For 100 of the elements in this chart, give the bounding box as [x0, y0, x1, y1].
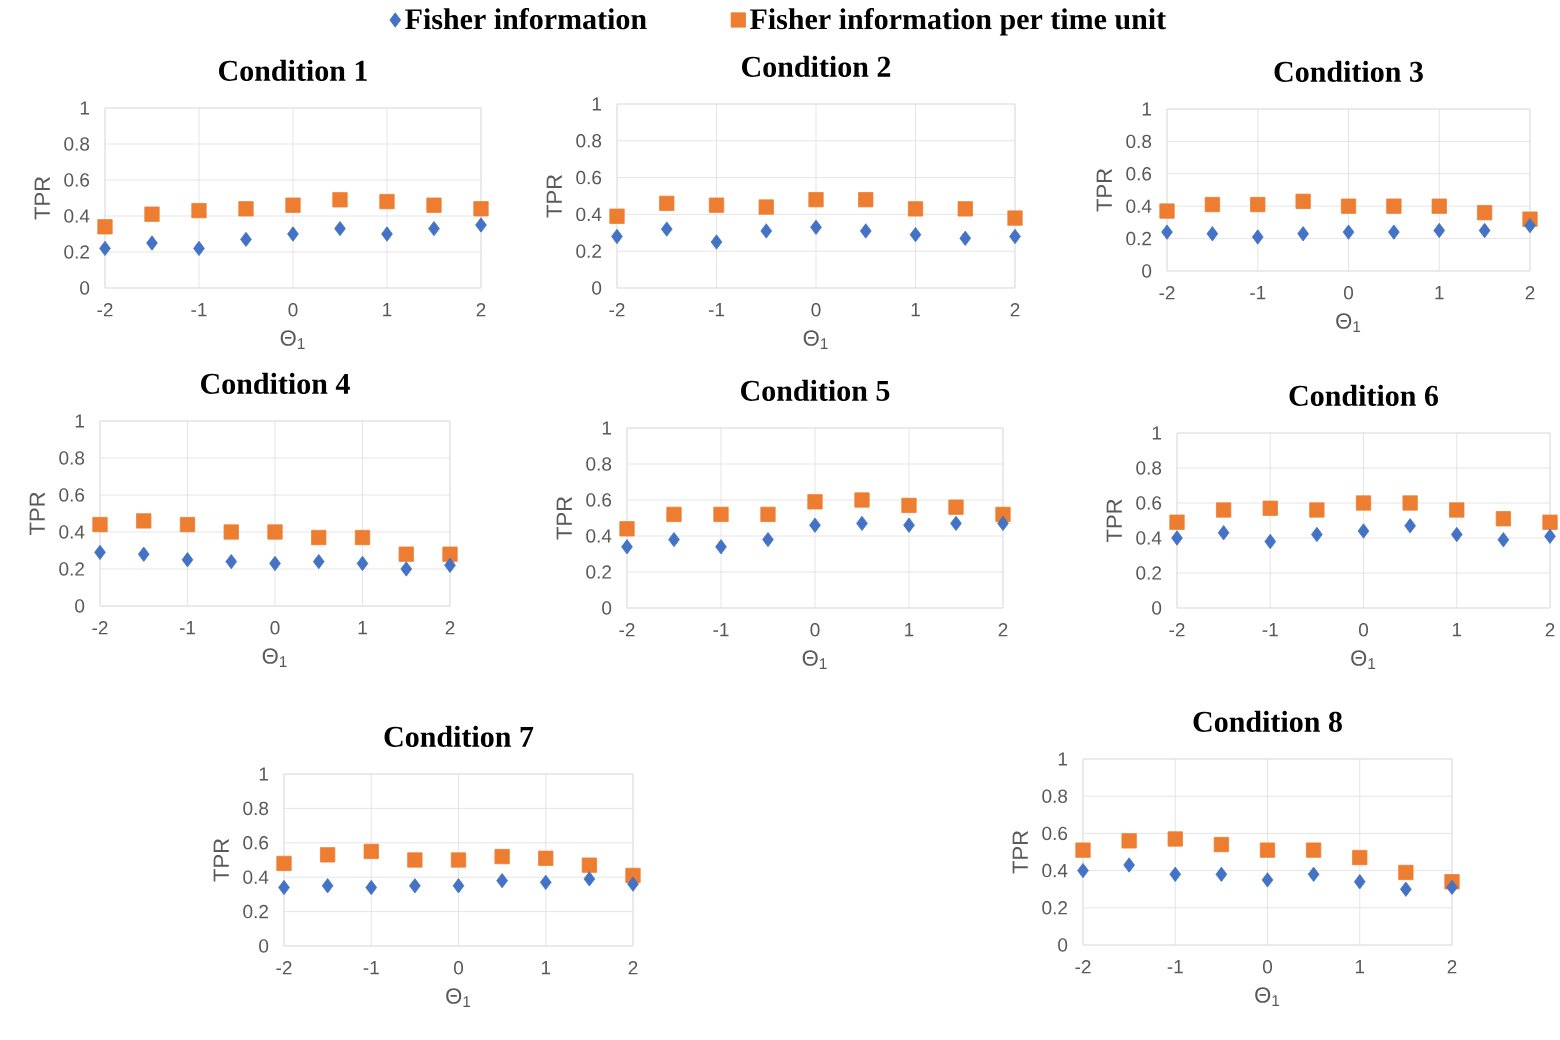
- chart-title: Condition 5: [741, 379, 890, 401]
- x-tick-label: 0: [270, 621, 280, 635]
- y-tick-label: 0.6: [576, 170, 602, 185]
- point: [907, 201, 924, 217]
- point: [1262, 500, 1278, 516]
- y-tick-label: 0.8: [59, 451, 85, 465]
- point: [713, 506, 729, 522]
- point: [621, 539, 633, 555]
- point: [475, 217, 487, 233]
- point: [144, 206, 160, 222]
- y-tick-label: 0: [1058, 938, 1068, 952]
- x-tick-label: -1: [363, 961, 379, 975]
- point: [1264, 533, 1277, 550]
- y-axis-title: TPR: [34, 177, 50, 220]
- point: [1311, 526, 1323, 543]
- x-tick-label: 0: [1262, 960, 1273, 974]
- point: [858, 192, 874, 208]
- y-tick-label: 1: [602, 421, 611, 435]
- point: [619, 521, 635, 537]
- point: [1216, 502, 1232, 518]
- point: [285, 197, 301, 213]
- point: [1388, 224, 1400, 240]
- point: [1404, 518, 1416, 534]
- point: [450, 852, 467, 868]
- chart-title: Condition 2: [742, 55, 891, 77]
- point: [1075, 842, 1091, 858]
- y-tick-label: 0.6: [1136, 496, 1162, 510]
- point: [901, 497, 917, 513]
- point: [312, 554, 325, 570]
- point: [1542, 514, 1558, 530]
- x-tick-label: -1: [713, 623, 729, 637]
- point: [1306, 842, 1322, 858]
- x-tick-label: 1: [1435, 286, 1444, 300]
- chart-title: Condition 6: [1289, 384, 1439, 406]
- point: [1295, 193, 1311, 209]
- x-tick-label: 2: [628, 961, 638, 975]
- x-tick-label: -1: [179, 621, 196, 635]
- point: [1215, 866, 1228, 882]
- x-tick-label: 2: [1010, 303, 1020, 317]
- x-tick-label: 2: [1447, 960, 1457, 974]
- point: [856, 515, 868, 531]
- x-tick-label: 0: [811, 303, 821, 317]
- point: [287, 226, 299, 242]
- point: [1251, 229, 1264, 245]
- point: [957, 201, 973, 217]
- y-tick-label: 0.6: [1126, 167, 1152, 181]
- point: [1204, 196, 1220, 213]
- point: [581, 857, 597, 873]
- x-tick-label: 1: [1452, 623, 1462, 637]
- point: [1524, 218, 1536, 234]
- x-tick-label: -2: [92, 621, 108, 635]
- y-tick-label: 0: [1152, 601, 1162, 615]
- point: [1123, 857, 1135, 873]
- point: [99, 240, 111, 256]
- point: [810, 219, 822, 235]
- point: [710, 234, 723, 250]
- chart-title: Condition 7: [384, 725, 534, 747]
- point: [997, 515, 1009, 531]
- y-tick-label: 0.2: [1126, 231, 1151, 246]
- point: [225, 554, 238, 570]
- point: [1342, 224, 1355, 240]
- point: [809, 517, 821, 533]
- point: [1355, 495, 1372, 511]
- x-tick-label: -1: [191, 303, 207, 317]
- y-tick-label: 1: [259, 767, 268, 781]
- point: [1007, 210, 1023, 226]
- x-axis-title: Θ$_{1}$: [803, 330, 828, 349]
- y-tick-label: 0.4: [586, 529, 612, 543]
- point: [137, 546, 150, 562]
- point: [363, 843, 379, 859]
- point: [146, 235, 158, 251]
- x-tick-label: 1: [358, 621, 367, 635]
- point: [179, 517, 196, 533]
- point: [539, 874, 552, 890]
- y-tick-label: 0.2: [576, 244, 601, 258]
- x-tick-label: -2: [609, 303, 625, 317]
- point: [758, 199, 774, 215]
- point: [538, 850, 554, 866]
- x-tick-label: 0: [288, 303, 298, 317]
- x-tick-label: 2: [445, 621, 455, 635]
- point: [807, 494, 823, 510]
- point: [1477, 205, 1493, 221]
- point: [708, 197, 725, 213]
- point: [1449, 502, 1465, 518]
- point: [332, 192, 348, 208]
- point: [660, 221, 673, 237]
- y-axis-title: TPR: [213, 839, 229, 882]
- x-tick-label: -2: [1075, 960, 1091, 974]
- y-axis-title: TPR: [29, 492, 45, 535]
- point: [808, 192, 824, 208]
- x-axis-title: Θ$_{1}$: [446, 988, 471, 1007]
- point: [1446, 879, 1458, 895]
- y-tick-label: 0.8: [64, 137, 90, 151]
- point: [668, 532, 680, 548]
- point: [409, 878, 421, 894]
- point: [715, 539, 727, 555]
- point: [1161, 224, 1173, 240]
- point: [609, 208, 625, 224]
- chart-title: Condition 4: [201, 372, 350, 394]
- x-axis-title: Θ$_{1}$: [1336, 313, 1361, 332]
